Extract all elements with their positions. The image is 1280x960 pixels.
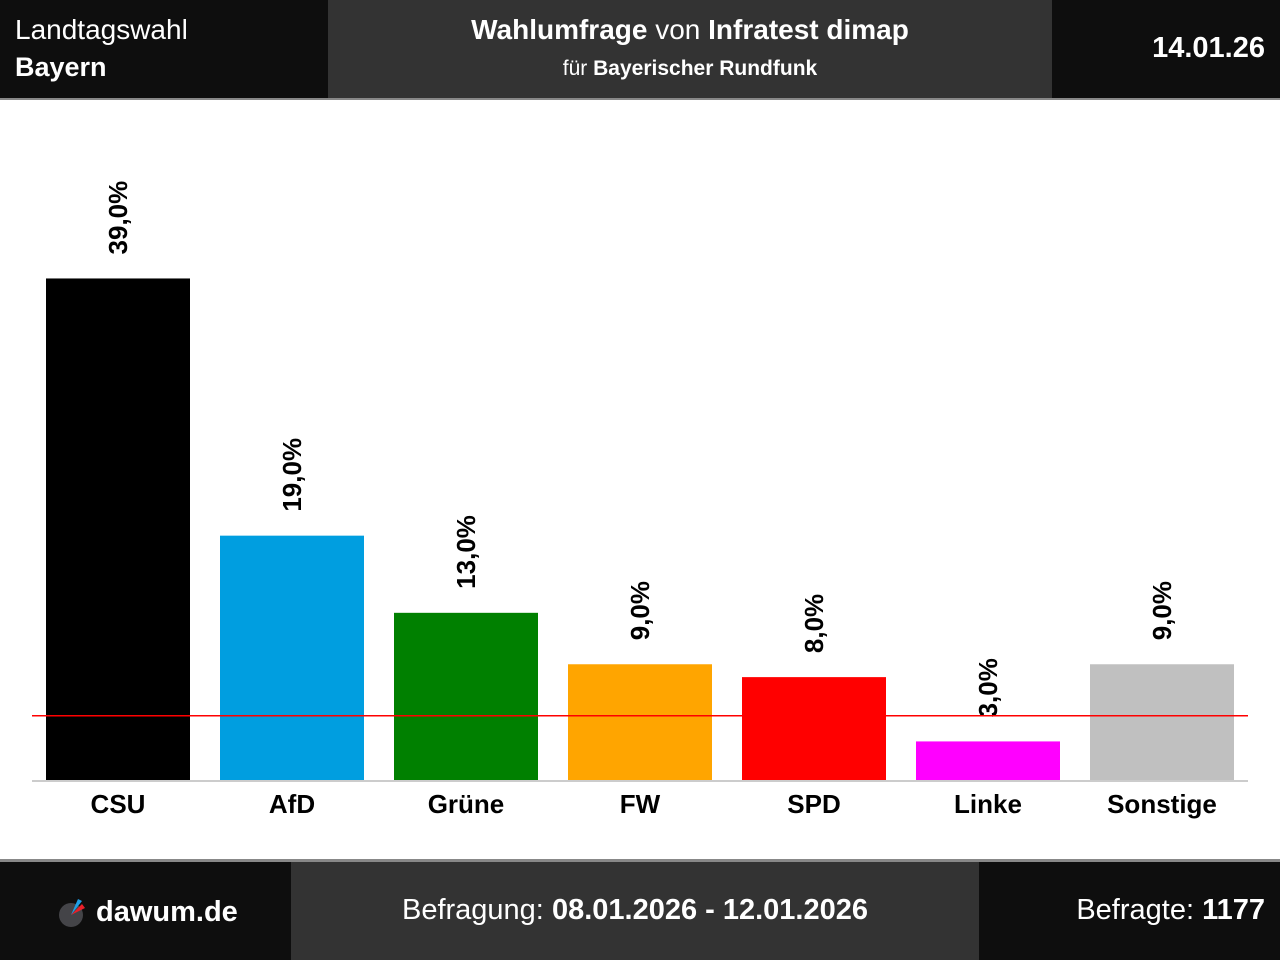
- respondents-count: 1177: [1202, 894, 1265, 926]
- value-label: 13,0%: [451, 515, 481, 589]
- bar-fw: [568, 664, 712, 780]
- category-label: Linke: [954, 789, 1022, 819]
- dawum-logo[interactable]: dawum.de: [58, 896, 238, 929]
- category-label: Grüne: [428, 789, 505, 819]
- category-label: Sonstige: [1107, 789, 1217, 819]
- category-label: AfD: [269, 789, 315, 819]
- bar-afd: [220, 535, 364, 780]
- bar-chart: 39,0% CSU 19,0% AfD 13,0% Grüne 9,0% FW 8,0% SPD 3…: [32, 181, 1248, 819]
- value-label: 9,0%: [625, 581, 655, 640]
- survey-dates: 08.01.2026 - 12.01.2026: [551, 894, 868, 926]
- category-label: FW: [620, 789, 661, 819]
- pollster-name: Infratest dimap: [708, 14, 909, 45]
- pie-logo-icon: [59, 898, 85, 927]
- region: Bayern: [15, 52, 107, 82]
- bar-csu: [46, 278, 190, 780]
- title-connector: von: [647, 14, 709, 45]
- value-label: 39,0%: [103, 181, 133, 255]
- survey-period: Befragung: 08.01.2026 - 12.01.2026: [291, 894, 979, 927]
- header-election-box: Landtagswahl Bayern: [0, 0, 328, 98]
- bar-sonstige: [1090, 664, 1234, 780]
- publication-date: 14.01.26: [1152, 32, 1265, 64]
- title-poll-word: Wahlumfrage: [471, 14, 648, 45]
- footer-divider: [0, 859, 1280, 862]
- header: Landtagswahl Bayern Wahlumfrage von Infr…: [0, 0, 1280, 98]
- client-name: Bayerischer Rundfunk: [593, 57, 818, 80]
- respondents: Befragte: 1177: [1076, 894, 1265, 927]
- value-label: 8,0%: [799, 594, 829, 653]
- subtitle-prefix: für: [562, 57, 594, 80]
- category-label: CSU: [91, 789, 146, 819]
- respondents-label: Befragte:: [1076, 894, 1203, 926]
- value-label: 3,0%: [973, 658, 1003, 717]
- logo-text: dawum.de: [96, 896, 238, 928]
- footer-respondents-box: Befragte: 1177: [979, 862, 1280, 960]
- category-label: SPD: [787, 789, 840, 819]
- header-title-box: Wahlumfrage von Infratest dimap für Baye…: [328, 0, 1052, 98]
- value-label: 19,0%: [277, 438, 307, 512]
- bar-linke: [916, 741, 1060, 780]
- footer-survey-box: Befragung: 08.01.2026 - 12.01.2026: [291, 862, 979, 960]
- poll-title: Wahlumfrage von Infratest dimap: [328, 14, 1052, 46]
- bar-spd: [742, 677, 886, 780]
- survey-label: Befragung:: [401, 894, 552, 926]
- footer-logo-box: dawum.de: [0, 862, 291, 960]
- poll-subtitle: für Bayerischer Rundfunk: [328, 57, 1052, 81]
- value-label: 9,0%: [1147, 581, 1177, 640]
- header-divider: [0, 98, 1280, 100]
- bar-grüne: [394, 612, 538, 780]
- election-type: Landtagswahl: [15, 14, 188, 45]
- header-date-box: 14.01.26: [1052, 0, 1280, 98]
